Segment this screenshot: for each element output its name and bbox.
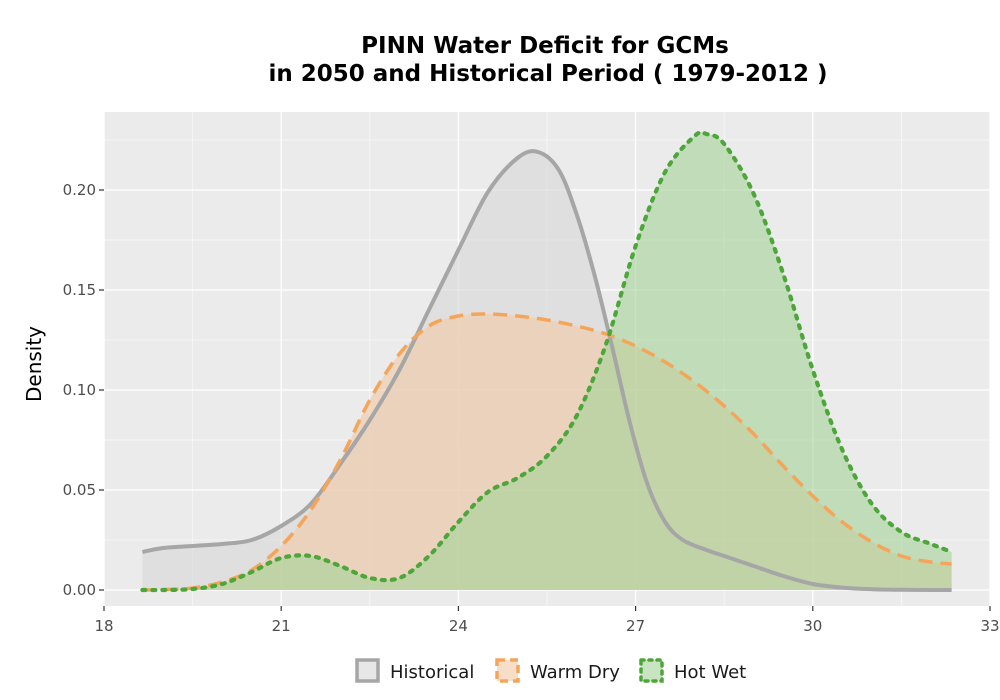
chart-title-line-2: in 2050 and Historical Period ( 1979-201… bbox=[268, 61, 827, 87]
legend-item-hot-wet: Hot Wet bbox=[639, 658, 746, 683]
legend-item-warm-dry: Warm Dry bbox=[495, 658, 620, 683]
legend-label-warm-dry: Warm Dry bbox=[530, 662, 620, 683]
line-hot-wet bbox=[140, 130, 954, 593]
legend: Historical Warm Dry Hot Wet bbox=[355, 658, 746, 683]
legend-label-historical: Historical bbox=[390, 662, 474, 683]
x-tick-label: 24 bbox=[449, 617, 468, 635]
axis-ticks: 18 21 24 27 30 33 0.00 0.05 0.10 0.15 0.20 bbox=[63, 181, 1000, 635]
legend-key-historical bbox=[355, 658, 380, 683]
x-tick-label: 30 bbox=[803, 617, 822, 635]
density-lines bbox=[140, 130, 954, 593]
y-tick-label: 0.00 bbox=[63, 581, 96, 599]
x-tick-label: 33 bbox=[980, 617, 999, 635]
line-warm-dry bbox=[142, 312, 952, 592]
x-tick-label: 18 bbox=[94, 617, 113, 635]
y-tick-label: 0.05 bbox=[63, 481, 96, 499]
area-hot-wet bbox=[142, 132, 952, 591]
x-tick-label: 27 bbox=[626, 617, 645, 635]
y-tick-label: 0.15 bbox=[63, 281, 96, 299]
legend-key-warm-dry bbox=[495, 658, 520, 683]
y-tick-label: 0.20 bbox=[63, 181, 96, 199]
line-historical bbox=[141, 149, 952, 593]
y-tick-label: 0.10 bbox=[63, 381, 96, 399]
legend-label-hot-wet: Hot Wet bbox=[674, 662, 746, 683]
density-areas bbox=[142, 132, 952, 591]
x-tick-label: 21 bbox=[272, 617, 291, 635]
chart-title-line-1: PINN Water Deficit for GCMs bbox=[361, 33, 729, 59]
legend-item-historical: Historical bbox=[355, 658, 474, 683]
y-axis-title: Density bbox=[22, 326, 46, 402]
legend-key-hot-wet bbox=[639, 658, 664, 683]
